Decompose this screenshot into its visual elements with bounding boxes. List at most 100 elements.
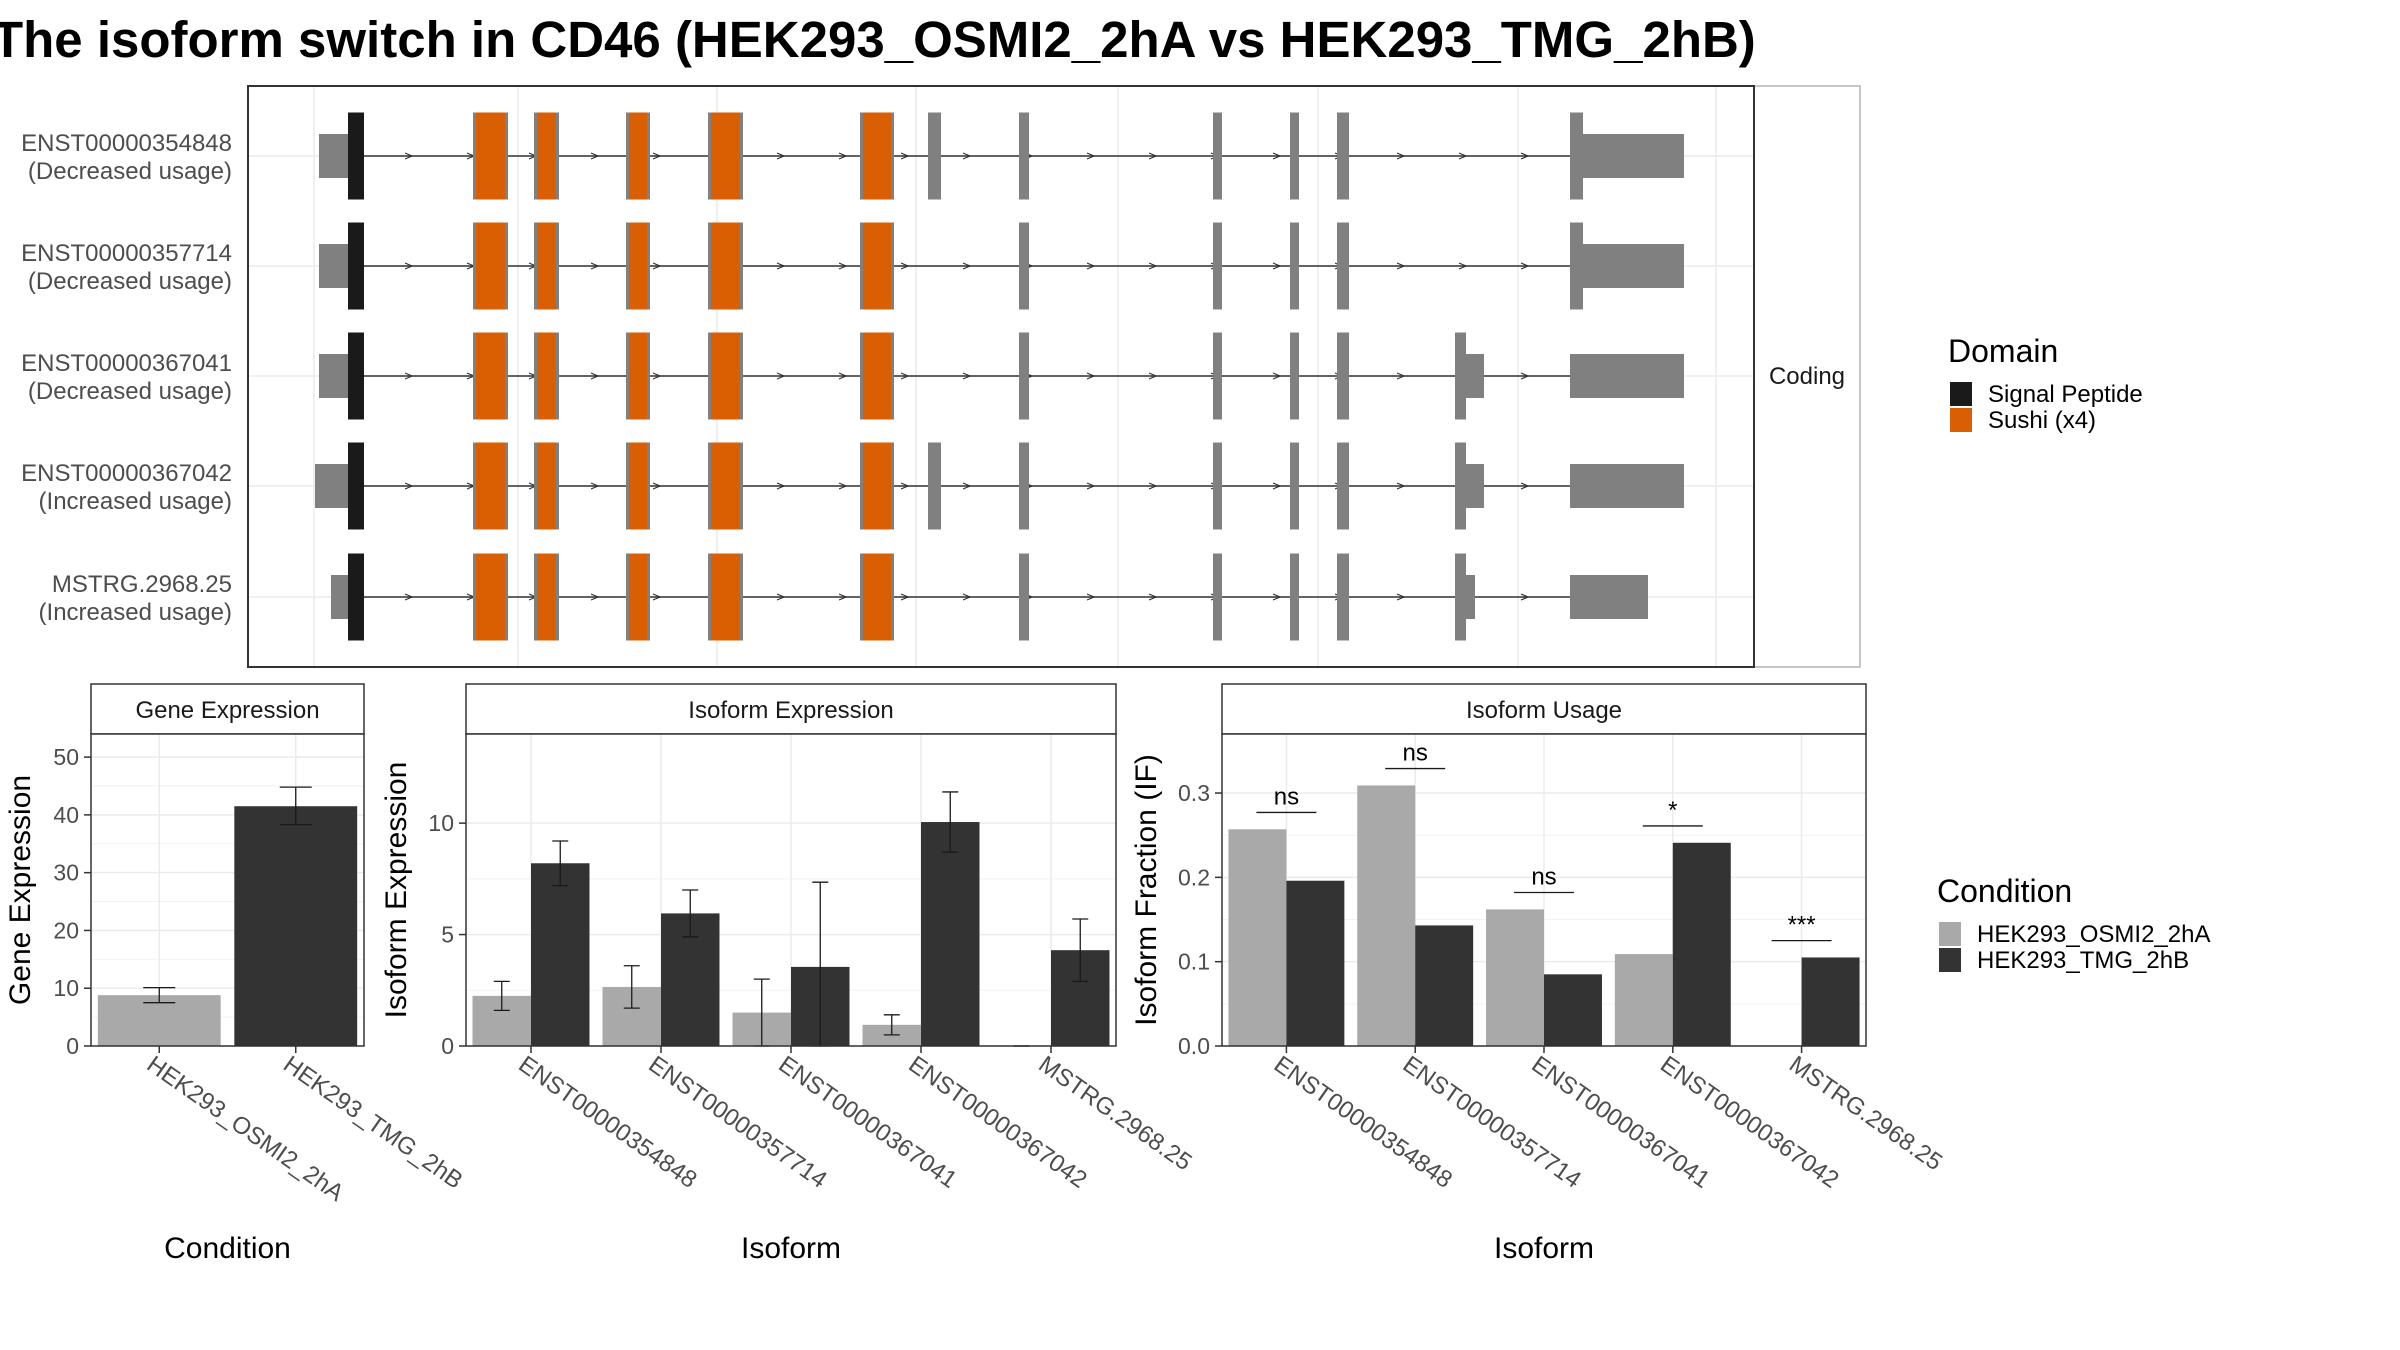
signal-peptide-exon xyxy=(348,222,364,310)
significance-label: ns xyxy=(1403,740,1428,767)
signal-peptide-exon xyxy=(348,112,364,200)
transcript-usage-label: (Decreased usage) xyxy=(28,268,232,295)
legend-label: HEK293_TMG_2hB xyxy=(1977,947,2189,974)
exon-block xyxy=(1337,332,1349,420)
bar xyxy=(1415,925,1474,1046)
arrow-icon xyxy=(590,372,600,380)
signal-peptide-exon xyxy=(348,442,364,530)
sushi-domain-exon xyxy=(629,442,647,530)
utr-block xyxy=(1466,464,1484,508)
arrow-icon xyxy=(1396,593,1406,601)
sushi-domain-exon xyxy=(629,222,647,310)
arrow-icon xyxy=(838,262,848,270)
arrow-icon xyxy=(962,152,972,160)
sushi-domain-exon xyxy=(629,332,647,420)
y-tick-label: 0.0 xyxy=(1178,1033,1210,1059)
exon-block xyxy=(1019,112,1029,200)
arrow-icon xyxy=(1272,262,1282,270)
arrow-icon xyxy=(652,372,662,380)
x-axis-title: Condition xyxy=(164,1232,291,1265)
arrow-icon xyxy=(1458,262,1468,270)
bar xyxy=(234,806,358,1046)
facet-strip-label: Isoform Expression xyxy=(688,697,893,724)
arrow-icon xyxy=(404,372,414,380)
transcript-usage-label: (Increased usage) xyxy=(39,488,232,515)
arrow-icon xyxy=(1086,482,1096,490)
sushi-domain-exon xyxy=(537,332,556,420)
exon-block xyxy=(1213,332,1222,420)
y-axis-title: Isoform Fraction (IF) xyxy=(1130,754,1163,1026)
arrow-icon xyxy=(1148,372,1158,380)
arrow-icon xyxy=(962,372,972,380)
arrow-icon xyxy=(1396,152,1406,160)
arrow-icon xyxy=(1272,482,1282,490)
exon-block xyxy=(1290,112,1299,200)
sushi-domain-exon xyxy=(537,222,556,310)
arrow-icon xyxy=(776,262,786,270)
exon-block xyxy=(1570,112,1583,200)
exon-block xyxy=(1455,442,1466,530)
plot-title: The isoform switch in CD46 (HEK293_OSMI2… xyxy=(0,11,1756,68)
arrow-icon xyxy=(1148,482,1158,490)
arrow-icon xyxy=(962,262,972,270)
exon-block xyxy=(1455,332,1466,420)
exon-block xyxy=(1570,222,1583,310)
arrow-icon xyxy=(404,262,414,270)
arrow-icon xyxy=(838,372,848,380)
arrow-icon xyxy=(1520,593,1530,601)
exon-block xyxy=(1290,332,1299,420)
sushi-domain-exon xyxy=(711,332,740,420)
arrow-icon xyxy=(590,262,600,270)
utr3-block xyxy=(1570,464,1684,508)
arrow-icon xyxy=(590,152,600,160)
transcript-id-label: ENST00000357714 xyxy=(21,240,232,267)
transcript-row-ENST00000354848 xyxy=(319,112,1684,200)
legend-swatch xyxy=(1939,922,1961,946)
exon-block xyxy=(1213,112,1222,200)
arrow-icon xyxy=(590,593,600,601)
arrow-icon xyxy=(1520,372,1530,380)
exon-block xyxy=(1290,553,1299,641)
facet-strip xyxy=(1753,85,1861,668)
arrow-icon xyxy=(404,593,414,601)
arrow-icon xyxy=(652,152,662,160)
y-tick-label: 0.2 xyxy=(1178,864,1210,890)
utr3-block xyxy=(1570,575,1648,619)
arrow-icon xyxy=(838,593,848,601)
arrow-icon xyxy=(1148,152,1158,160)
sushi-domain-exon xyxy=(711,442,740,530)
arrow-icon xyxy=(900,482,910,490)
arrow-icon xyxy=(1520,152,1530,160)
transcript-row-ENST00000367042 xyxy=(315,442,1684,530)
legend-label: Signal Peptide xyxy=(1988,381,2143,408)
sushi-domain-exon xyxy=(629,553,647,641)
bar xyxy=(1801,957,1860,1046)
arrow-icon xyxy=(900,593,910,601)
arrow-icon xyxy=(1396,262,1406,270)
arrow-icon xyxy=(1086,262,1096,270)
transcript-id-label: ENST00000354848 xyxy=(21,130,232,157)
y-tick-label: 0.1 xyxy=(1178,949,1210,975)
sushi-domain-exon xyxy=(863,442,891,530)
sushi-domain-exon xyxy=(476,442,505,530)
arrow-icon xyxy=(838,152,848,160)
exon-block xyxy=(928,442,941,530)
exon-block xyxy=(1213,222,1222,310)
sushi-domain-exon xyxy=(476,332,505,420)
bar xyxy=(1486,909,1544,1046)
bar xyxy=(1544,974,1602,1046)
exon-block xyxy=(1337,222,1349,310)
y-tick-label: 0 xyxy=(66,1033,79,1059)
sushi-domain-exon xyxy=(476,112,505,200)
arrow-icon xyxy=(776,593,786,601)
arrow-icon xyxy=(962,482,972,490)
y-tick-label: 30 xyxy=(53,860,79,886)
arrow-icon xyxy=(776,152,786,160)
bar xyxy=(1228,829,1287,1046)
arrow-icon xyxy=(1396,372,1406,380)
utr-block xyxy=(1466,575,1475,619)
facet-strip-label: Isoform Usage xyxy=(1466,697,1622,724)
significance-label: ns xyxy=(1531,864,1556,891)
